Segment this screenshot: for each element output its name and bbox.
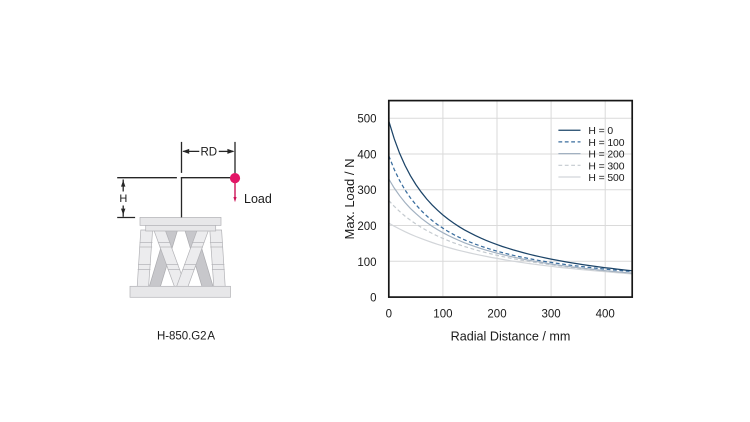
svg-text:H = 100: H = 100 [588, 138, 624, 149]
svg-text:H = 200: H = 200 [588, 150, 624, 161]
svg-text:Load: Load [244, 192, 272, 206]
svg-text:H = 500: H = 500 [588, 173, 624, 184]
svg-text:H: H [119, 193, 127, 205]
svg-text:H-850.G2 A: H-850.G2 A [157, 331, 215, 343]
svg-text:200: 200 [487, 309, 506, 321]
svg-text:200: 200 [357, 221, 376, 233]
svg-text:Max. Load / N: Max. Load / N [342, 159, 357, 240]
svg-text:400: 400 [596, 309, 615, 321]
svg-text:0: 0 [370, 292, 376, 304]
svg-text:RD: RD [200, 146, 217, 158]
svg-text:400: 400 [357, 149, 376, 161]
svg-text:300: 300 [357, 185, 376, 197]
svg-text:300: 300 [542, 309, 561, 321]
svg-text:H = 300: H = 300 [588, 161, 624, 172]
svg-text:H = 0: H = 0 [588, 126, 613, 137]
svg-text:100: 100 [357, 257, 376, 269]
svg-text:Radial Distance / mm: Radial Distance / mm [451, 330, 571, 344]
svg-text:500: 500 [357, 114, 376, 126]
svg-text:100: 100 [433, 309, 452, 321]
svg-text:0: 0 [386, 309, 392, 321]
